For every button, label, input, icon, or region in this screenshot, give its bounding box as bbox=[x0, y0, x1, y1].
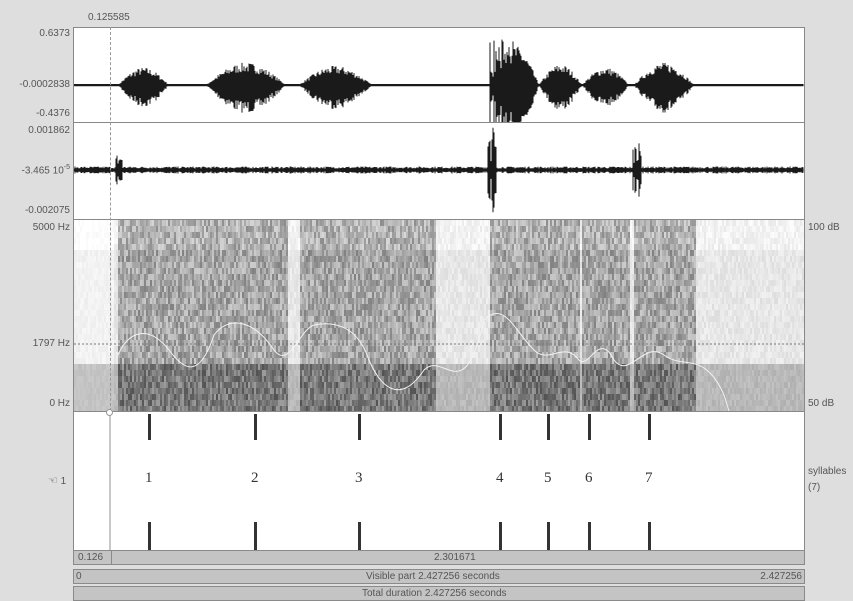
tier-number-label[interactable]: ☜ 1 bbox=[48, 475, 67, 487]
interval-label[interactable]: 3 bbox=[355, 470, 363, 486]
wave2-min-label: -0.002075 bbox=[24, 205, 70, 216]
boundary-tick-top[interactable] bbox=[254, 414, 257, 440]
boundary-tick-top[interactable] bbox=[648, 414, 651, 440]
boundary-tick-bottom[interactable] bbox=[254, 522, 257, 550]
boundary-tick-bottom[interactable] bbox=[148, 522, 151, 550]
cursor-time-label: 0.125585 bbox=[88, 12, 130, 23]
boundary-tick-top[interactable] bbox=[547, 414, 550, 440]
pointer-hand-icon: ☜ bbox=[48, 475, 58, 487]
selection-left-segment[interactable]: 0.126 bbox=[74, 551, 112, 564]
wave1-zero-label: -0.0002838 bbox=[19, 79, 70, 90]
wave1-trace bbox=[74, 39, 804, 122]
interval-label[interactable]: 4 bbox=[496, 470, 504, 486]
wave2-trace bbox=[74, 127, 804, 213]
visible-start-value: 0 bbox=[76, 571, 82, 582]
boundary-tick-bottom[interactable] bbox=[588, 522, 591, 550]
interval-label[interactable]: 2 bbox=[251, 470, 259, 486]
interval-label[interactable]: 6 bbox=[585, 470, 593, 486]
interval-label[interactable]: 1 bbox=[145, 470, 153, 486]
boundary-tick-bottom[interactable] bbox=[499, 522, 502, 550]
spectrogram[interactable] bbox=[73, 219, 805, 412]
tier-name-label[interactable]: syllables bbox=[808, 466, 847, 477]
interval-label[interactable]: 5 bbox=[544, 470, 552, 486]
boundary-tick-top[interactable] bbox=[499, 414, 502, 440]
total-duration-label: Total duration 2.427256 seconds bbox=[362, 588, 507, 599]
wave2-zero-label: -3.465 10-5 bbox=[21, 164, 71, 177]
total-duration-bar[interactable]: Total duration 2.427256 seconds bbox=[73, 586, 805, 601]
boundary-tick-top[interactable] bbox=[148, 414, 151, 440]
cursor-handle-icon[interactable] bbox=[106, 409, 113, 416]
spec-freq-mid-label: 1797 Hz bbox=[32, 338, 70, 349]
selection-right-value[interactable]: 2.301671 bbox=[434, 552, 476, 563]
waveform-channel-1[interactable] bbox=[73, 27, 805, 123]
interval-label[interactable]: 7 bbox=[645, 470, 653, 486]
tier-count-label: (7) bbox=[808, 482, 821, 493]
visible-part-bar[interactable]: 0 Visible part 2.427256 seconds 2.427256 bbox=[73, 569, 805, 584]
wave2-max-label: 0.001862 bbox=[28, 125, 70, 136]
wave1-min-label: -0.4376 bbox=[36, 108, 70, 119]
spec-formant-curve bbox=[117, 313, 730, 411]
wave1-max-label: 0.6373 bbox=[39, 28, 70, 39]
visible-end-value: 2.427256 bbox=[760, 571, 802, 582]
boundary-tick-bottom[interactable] bbox=[547, 522, 550, 550]
selection-left-value: 0.126 bbox=[78, 552, 104, 563]
boundary-tick-top[interactable] bbox=[358, 414, 361, 440]
waveform-channel-2[interactable] bbox=[73, 122, 805, 220]
selection-duration-bar[interactable]: 0.126 2.301671 bbox=[73, 550, 805, 565]
cursor-line-tier[interactable] bbox=[109, 414, 111, 550]
spec-db-bottom-label: 50 dB bbox=[808, 398, 835, 409]
boundary-tick-bottom[interactable] bbox=[358, 522, 361, 550]
cursor-line[interactable] bbox=[110, 27, 111, 411]
visible-part-label: Visible part 2.427256 seconds bbox=[366, 571, 500, 582]
spec-freq-bottom-label: 0 Hz bbox=[49, 398, 70, 409]
boundary-tick-top[interactable] bbox=[588, 414, 591, 440]
spec-db-top-label: 100 dB bbox=[808, 222, 840, 233]
spec-freq-top-label: 5000 Hz bbox=[32, 222, 70, 233]
textgrid-tier-syllables[interactable]: 1 2 3 4 5 6 7 bbox=[73, 411, 805, 551]
boundary-tick-bottom[interactable] bbox=[648, 522, 651, 550]
